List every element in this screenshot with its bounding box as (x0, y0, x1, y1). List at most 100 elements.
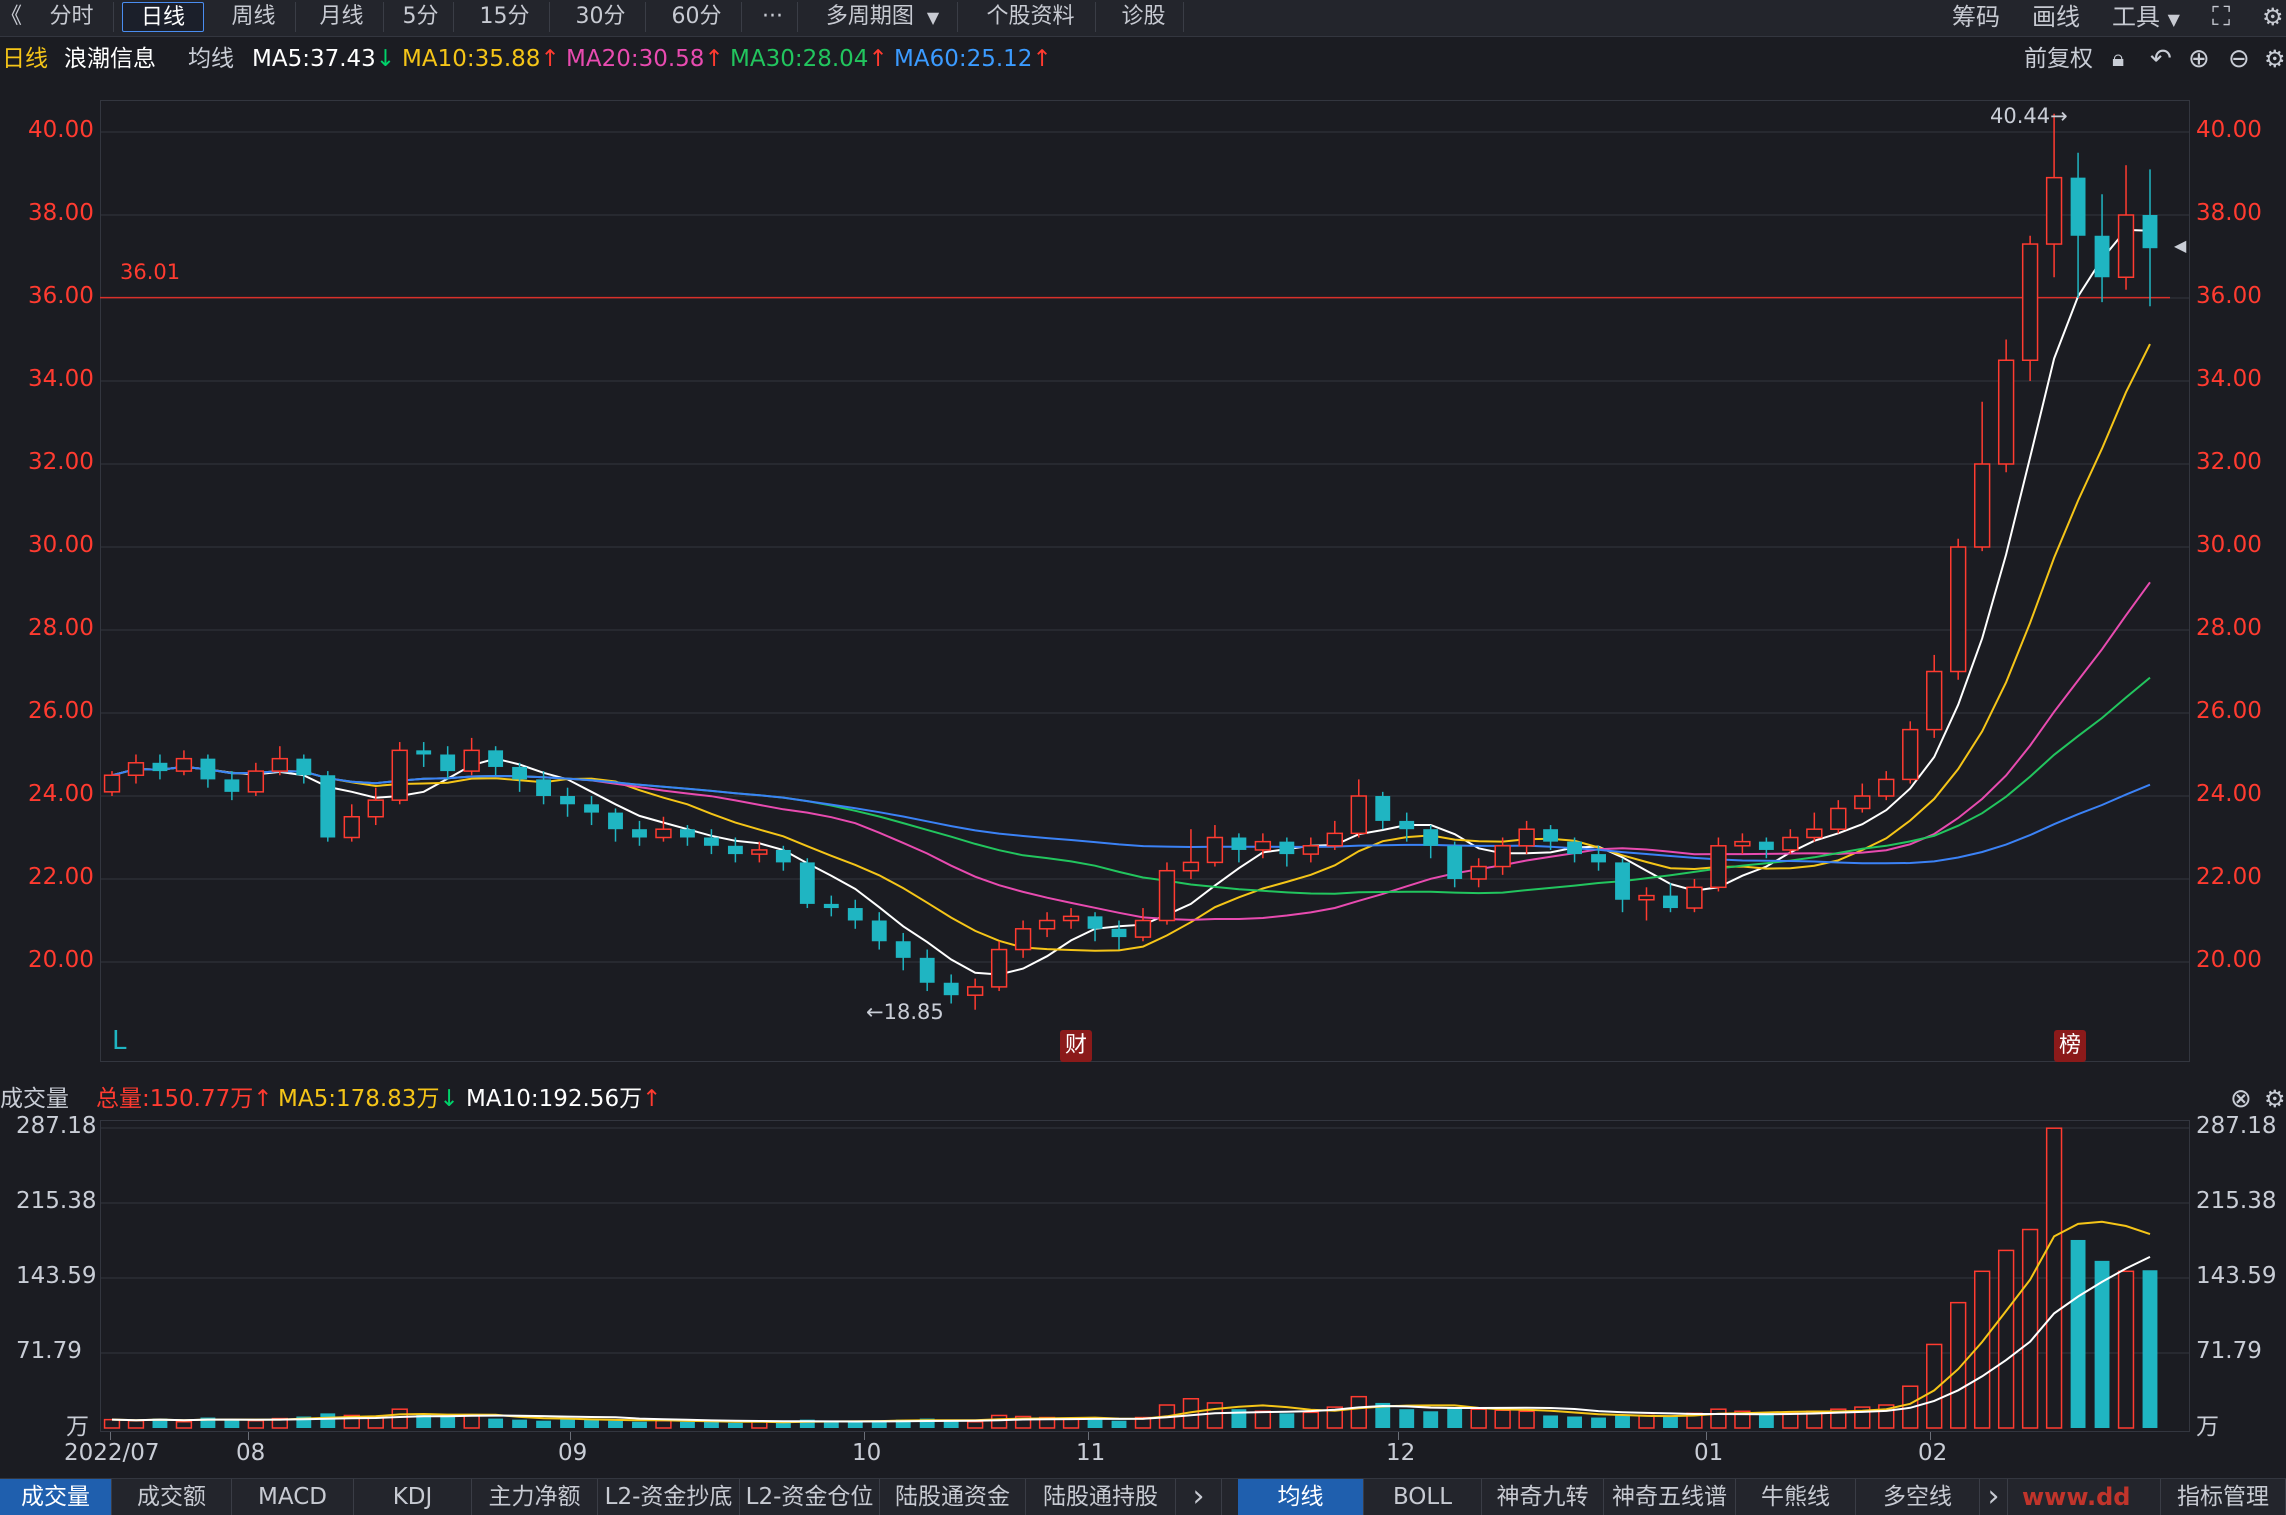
ma-info-bar: 日线 浪潮信息 均线 MA5:37.43↓ MA10:35.88↑ MA20:3… (0, 42, 2286, 76)
indicator-tab[interactable]: 陆股通持股 (1026, 1479, 1176, 1515)
tools-dropdown[interactable]: 工具 ▼ (2112, 2, 2180, 32)
indicator-tab[interactable]: KDJ (354, 1479, 472, 1515)
lock-icon[interactable]: 🔒︎ (2112, 46, 2125, 72)
indicator-tab[interactable]: MACD (232, 1479, 354, 1515)
chevron-right-icon[interactable]: › (1980, 1479, 2008, 1515)
candle-body (1854, 795, 1871, 810)
indicator-tab[interactable]: L2-资金抄底 (598, 1479, 740, 1515)
overlay-tab[interactable]: 神奇九转 (1482, 1479, 1604, 1515)
tab-5min[interactable]: 5分 (388, 2, 454, 32)
period-label: 日线 (2, 46, 48, 72)
arrow-up-icon: ↑ (1032, 46, 1052, 72)
tab-stock-info[interactable]: 个股资料 (966, 2, 1096, 32)
chip-button[interactable]: 筹码 (1952, 3, 2000, 31)
price-tick-right: 40.00 (2196, 117, 2262, 143)
volume-chart[interactable] (0, 1110, 2286, 1450)
volume-bar (1663, 1416, 1678, 1428)
date-tick: 01 (1694, 1440, 1724, 1466)
rank-badge[interactable]: 榜 (2054, 1030, 2086, 1062)
volume-bar (799, 1419, 815, 1428)
indicator-tab[interactable]: 陆股通资金 (880, 1479, 1026, 1515)
volume-bar (440, 1416, 456, 1428)
tab-zhouxian[interactable]: 周线 (212, 2, 296, 32)
price-tick-left: 26.00 (28, 698, 94, 724)
chevron-right-icon[interactable]: › (1176, 1479, 1222, 1515)
ma60-value: MA60:25.12↑ (894, 46, 1052, 72)
indicator-tab[interactable]: L2-资金仓位 (740, 1479, 880, 1515)
overlay-tab[interactable]: 牛熊线 (1736, 1479, 1856, 1515)
candle-body (1973, 463, 1991, 548)
volume-bar (1973, 1270, 1991, 1429)
indicator-tab[interactable]: 成交量 (0, 1479, 112, 1515)
candle-body (1638, 894, 1655, 901)
candle-body (847, 908, 863, 921)
arrow-down-icon: ↓ (439, 1086, 459, 1112)
overlay-tab[interactable]: 多空线 (1856, 1479, 1980, 1515)
candle-body (1950, 546, 1967, 673)
indicator-manage-button[interactable]: 指标管理 (2160, 1479, 2286, 1515)
period-toolbar: 《 分时 日线 周线 月线 5分 15分 30分 60分 ··· 多周期图 ▼ … (0, 0, 2286, 37)
settings-icon[interactable]: ⚙ (2264, 1085, 2286, 1113)
zoom-in-icon[interactable]: ⊕ (2188, 44, 2210, 74)
volume-bar (200, 1417, 216, 1428)
multi-period-dropdown[interactable]: 多周期图 ▼ (808, 2, 958, 32)
settings-icon[interactable]: ⚙ (2264, 45, 2286, 73)
volume-bar (1926, 1343, 1943, 1429)
fullscreen-icon[interactable]: ⛶ (2212, 2, 2231, 32)
close-icon[interactable]: ⊗ (2230, 1084, 2252, 1114)
tab-rixian[interactable]: 日线 (122, 2, 204, 32)
volume-info-bar: 成交量 总量:150.77万↑ MA5:178.83万↓ MA10:192.56… (0, 1082, 2286, 1116)
candle-body (320, 775, 336, 838)
overlay-tab[interactable]: BOLL (1364, 1479, 1482, 1515)
candle-body (1279, 841, 1295, 855)
tab-30min[interactable]: 30分 (556, 2, 646, 32)
volume-bar (1111, 1420, 1127, 1428)
candle-body (1686, 886, 1703, 909)
settings-icon[interactable]: ⚙ (2262, 3, 2284, 31)
candle-body (608, 812, 623, 830)
indicator-tab[interactable]: 成交额 (112, 1479, 232, 1515)
ma-label[interactable]: 均线 (188, 46, 234, 72)
candle-body (1997, 359, 2015, 465)
volume-tick-left: 143.59 (16, 1263, 97, 1289)
candle-body (775, 849, 791, 863)
volume-tick-right: 287.18 (2196, 1113, 2277, 1139)
volume-bar (895, 1419, 911, 1428)
price-chart[interactable] (0, 0, 2286, 1080)
price-tick-left: 32.00 (28, 449, 94, 475)
more-icon[interactable]: ··· (748, 2, 798, 32)
volume-chart-frame (100, 1120, 2190, 1432)
overlay-tab[interactable]: 神奇五线谱 (1604, 1479, 1736, 1515)
volume-bar (2070, 1239, 2086, 1428)
candle-body (2117, 214, 2135, 278)
volume-bar (2117, 1270, 2135, 1429)
volume-bar (416, 1414, 432, 1428)
indicator-tab[interactable]: 主力净额 (472, 1479, 598, 1515)
tab-yuexian[interactable]: 月线 (300, 2, 384, 32)
date-tick: 02 (1918, 1440, 1948, 1466)
candle-body (103, 774, 121, 793)
hline-value: 36.01 (120, 260, 181, 284)
overlay-tab[interactable]: 均线 (1238, 1479, 1364, 1515)
tab-diagnose[interactable]: 诊股 (1104, 2, 1184, 32)
draw-line-button[interactable]: 画线 (2032, 3, 2080, 31)
volume-bar (632, 1421, 647, 1428)
chevron-down-icon: ▼ (926, 8, 940, 27)
zoom-out-icon[interactable]: ⊖ (2228, 44, 2250, 74)
tab-60min[interactable]: 60分 (652, 2, 742, 32)
adjust-label[interactable]: 前复权 (2024, 46, 2093, 72)
candle-body (1206, 836, 1224, 864)
tab-15min[interactable]: 15分 (460, 2, 550, 32)
volume-bar (1830, 1408, 1847, 1429)
ma30-value: MA30:28.04↑ (730, 46, 888, 72)
candle-body (175, 757, 193, 772)
finance-badge[interactable]: 财 (1060, 1030, 1092, 1062)
ma5-value: MA5:37.43↓ (252, 46, 396, 72)
volume-label: 成交量 (0, 1086, 69, 1112)
stock-name[interactable]: 浪潮信息 (64, 46, 156, 72)
candle-body (1447, 845, 1463, 879)
tab-fenshi[interactable]: 分时 (30, 2, 114, 32)
volume-bar (1375, 1402, 1391, 1428)
back-icon[interactable]: 《 (0, 4, 23, 29)
undo-icon[interactable]: ↶ (2150, 44, 2172, 74)
